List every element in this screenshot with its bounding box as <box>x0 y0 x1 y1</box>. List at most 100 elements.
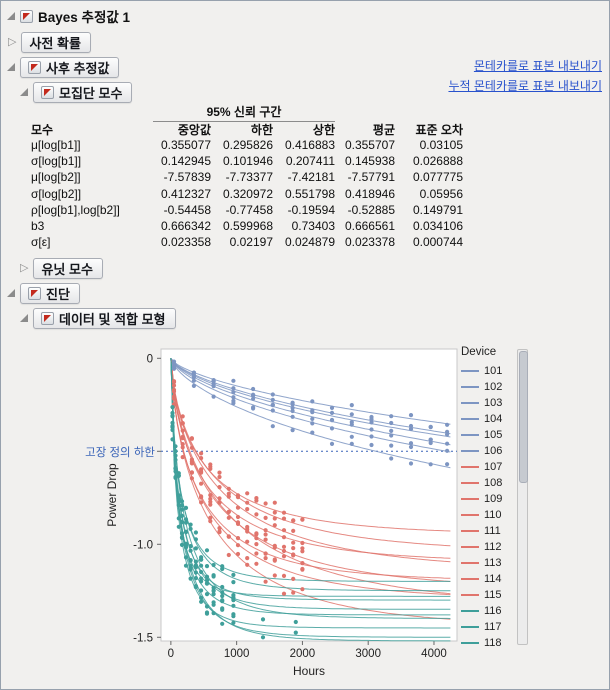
table-cell: 0.02197 <box>229 235 273 250</box>
table-cell: 0.295826 <box>222 138 273 153</box>
section-header-data-fit[interactable]: 데이터 및 적합 모형 <box>33 307 176 329</box>
disclosure-closed-icon[interactable]: ▷ <box>20 261 29 274</box>
table-row: σ[log[b2]] 0.412327 0.320972 0.551798 0.4189… <box>31 186 463 202</box>
disclosure-open-icon[interactable] <box>7 63 15 71</box>
legend-item[interactable]: 108 <box>461 475 502 491</box>
section-header-diagnostics[interactable]: 진단 <box>20 282 80 304</box>
section-header-population[interactable]: 모집단 모수 <box>33 81 133 103</box>
legend-label: 101 <box>484 365 503 377</box>
device-curve-113 <box>170 358 451 596</box>
legend-line-swatch <box>461 642 479 644</box>
table-row: μ[log[b2]] -7.57839 -7.73377 -7.42181 -7.577… <box>31 169 463 185</box>
legend-label: 104 <box>484 413 503 425</box>
legend-item[interactable]: 118 <box>461 635 502 651</box>
section-header-prior[interactable]: 사전 확률 <box>21 31 91 53</box>
section-label-population: 모집단 모수 <box>59 85 123 101</box>
table-cell: 0.73403 <box>291 219 335 234</box>
plot-canvas[interactable]: 0 1000 2000 3000 4000 0 -1.0 -1.5 <box>71 336 610 668</box>
device-points-108 <box>171 379 305 523</box>
table-cell: -0.19594 <box>287 202 335 217</box>
plot-legend: Device 101 102 103 104 105 106 107 108 109 110 111… <box>461 346 502 651</box>
table-cell: ρ[log[b1],log[b2]] <box>31 202 120 217</box>
legend-label: 110 <box>484 509 502 521</box>
legend-item[interactable]: 112 <box>461 539 502 555</box>
table-cell: μ[log[b1]] <box>31 138 81 153</box>
report-title: Bayes 추정값 1 <box>38 10 131 25</box>
red-triangle-menu-button[interactable] <box>28 286 41 300</box>
legend-item[interactable]: 101 <box>461 363 502 379</box>
legend-item[interactable]: 105 <box>461 427 502 443</box>
table-row: σ[ε] 0.023358 0.02197 0.024879 0.023378 0.000… <box>31 234 463 250</box>
x-tick-label: 4000 <box>421 648 447 660</box>
device-curve-105 <box>170 358 451 453</box>
table-cell: -7.42181 <box>287 170 335 185</box>
legend-label: 111 <box>484 525 501 537</box>
legend-item[interactable]: 114 <box>461 571 502 587</box>
y-tick-label: -1.5 <box>133 632 153 644</box>
red-triangle-menu-button[interactable] <box>41 85 54 99</box>
table-cell: 0.666342 <box>160 219 211 234</box>
table-cell: 0.412327 <box>160 186 211 201</box>
outline-posterior: 사후 추정값 <box>7 56 120 78</box>
disclosure-open-icon[interactable] <box>7 12 15 20</box>
legend-scrollbar[interactable] <box>517 349 528 645</box>
red-triangle-menu-button[interactable] <box>28 60 41 74</box>
table-cell: 0.418946 <box>344 186 395 201</box>
legend-item[interactable]: 109 <box>461 491 502 507</box>
x-tick-label: 1000 <box>224 648 250 660</box>
export-monte-carlo-link[interactable]: 몬테카를로 표본 내보내기 <box>473 59 602 73</box>
legend-line-swatch <box>461 498 479 500</box>
device-points-104 <box>171 359 450 446</box>
device-curve-118 <box>170 358 451 601</box>
y-tick-label: -1.0 <box>133 539 153 551</box>
x-tick-label: 0 <box>168 648 174 660</box>
legend-label: 116 <box>484 605 502 617</box>
ci-span-header: 95% 신뢰 구간 <box>153 103 335 122</box>
device-curve-123 <box>170 358 451 642</box>
disclosure-closed-icon[interactable]: ▷ <box>8 35 17 48</box>
red-triangle-icon <box>31 63 38 71</box>
table-cell: σ[ε] <box>31 235 51 250</box>
legend-label: 105 <box>484 429 503 441</box>
red-triangle-icon <box>23 12 30 20</box>
x-tick-label: 2000 <box>290 648 316 660</box>
device-curve-122 <box>170 358 451 638</box>
legend-scrollbar-thumb[interactable] <box>519 351 528 483</box>
legend-item[interactable]: 102 <box>461 379 502 395</box>
legend-label: 117 <box>484 621 502 633</box>
legend-line-swatch <box>461 562 479 564</box>
table-cell: 0.077775 <box>412 170 463 185</box>
device-curve-107 <box>170 358 451 532</box>
section-header-unit[interactable]: 유닛 모수 <box>33 257 103 279</box>
section-label-prior: 사전 확률 <box>29 35 81 51</box>
legend-item[interactable]: 115 <box>461 587 502 603</box>
table-cell: 0.145938 <box>344 154 395 169</box>
table-cell: 0.05956 <box>419 186 463 201</box>
disclosure-open-icon[interactable] <box>7 289 15 297</box>
failure-threshold-label: 고장 정의 하한 <box>85 447 155 459</box>
x-tick-label: 3000 <box>355 648 381 660</box>
red-triangle-menu-button[interactable] <box>41 311 54 325</box>
device-curve-125 <box>170 358 451 616</box>
disclosure-open-icon[interactable] <box>20 88 28 96</box>
legend-item[interactable]: 117 <box>461 619 502 635</box>
legend-item[interactable]: 103 <box>461 395 502 411</box>
outline-prior: ▷ 사전 확률 <box>8 31 91 53</box>
section-header-posterior[interactable]: 사후 추정값 <box>20 56 120 78</box>
legend-line-swatch <box>461 370 479 372</box>
legend-item[interactable]: 104 <box>461 411 502 427</box>
red-triangle-menu-button[interactable] <box>20 9 33 23</box>
legend-item[interactable]: 110 <box>461 507 502 523</box>
legend-item[interactable]: 111 <box>461 523 502 539</box>
red-triangle-icon <box>44 88 51 96</box>
legend-label: 114 <box>484 573 502 585</box>
legend-item[interactable]: 116 <box>461 603 502 619</box>
device-points-115 <box>171 389 305 596</box>
export-cumulative-monte-carlo-link[interactable]: 누적 몬테카를로 표본 내보내기 <box>448 79 602 93</box>
legend-item[interactable]: 106 <box>461 443 502 459</box>
table-cell: μ[log[b2]] <box>31 170 81 185</box>
legend-item[interactable]: 113 <box>461 555 502 571</box>
legend-item[interactable]: 107 <box>461 459 502 475</box>
disclosure-open-icon[interactable] <box>20 314 28 322</box>
table-cell: 0.355077 <box>160 138 211 153</box>
